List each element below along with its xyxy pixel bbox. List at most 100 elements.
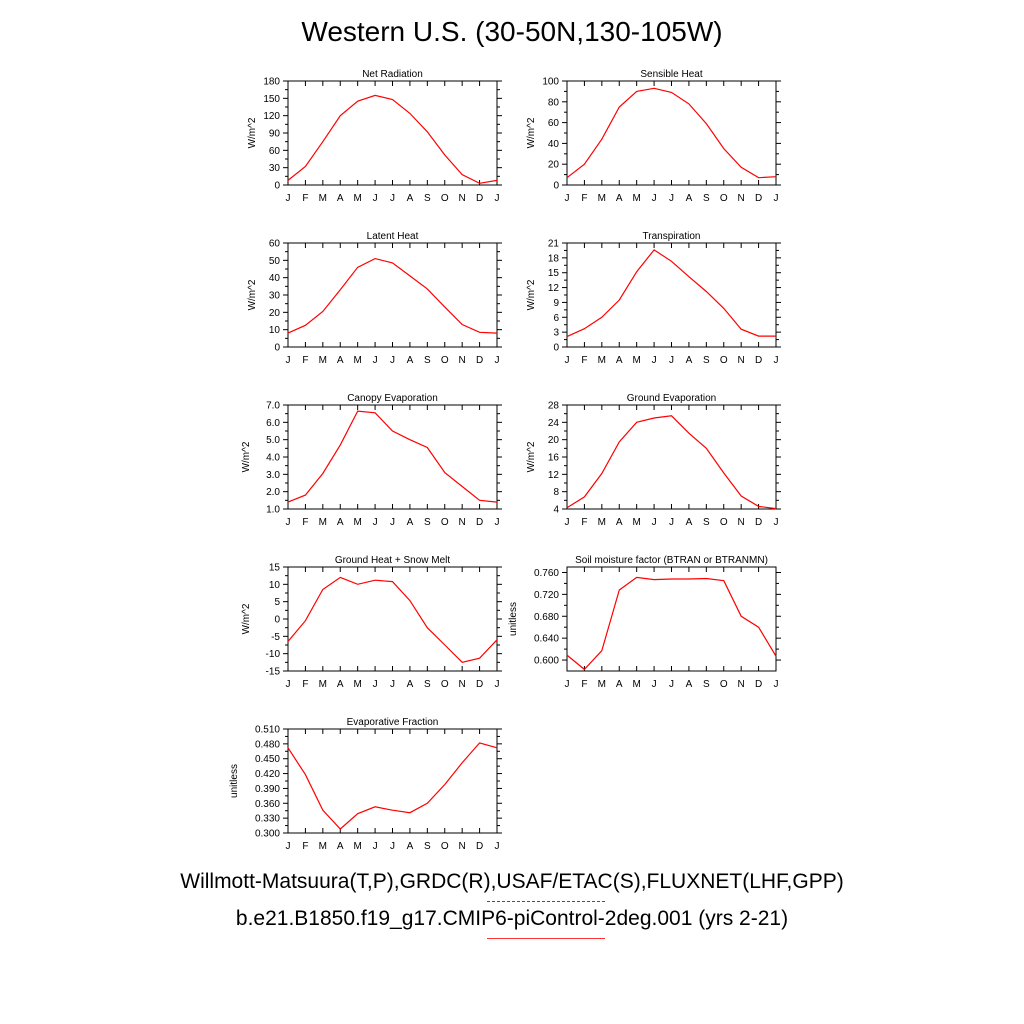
y-tick-label: 3 <box>553 328 559 339</box>
x-tick-label: J <box>669 679 674 690</box>
x-tick-label: S <box>424 679 431 690</box>
x-tick-label: A <box>337 193 344 204</box>
y-tick-label: 3.0 <box>266 470 280 481</box>
x-tick-label: O <box>441 193 449 204</box>
panel-title: Sensible Heat <box>640 69 702 80</box>
series-line <box>287 257 498 334</box>
y-tick-label: -10 <box>266 649 281 660</box>
x-tick-label: J <box>669 517 674 528</box>
x-tick-label: N <box>738 355 745 366</box>
x-tick-label: M <box>353 517 361 528</box>
x-tick-label: M <box>353 679 361 690</box>
x-tick-label: A <box>337 841 344 852</box>
x-tick-label: D <box>476 193 483 204</box>
y-tick-label: 0.300 <box>255 829 280 840</box>
x-tick-label: M <box>319 193 327 204</box>
x-tick-label: D <box>755 355 762 366</box>
y-tick-label: 0.680 <box>534 612 559 623</box>
y-tick-label: 15 <box>269 563 281 574</box>
x-tick-label: A <box>686 355 693 366</box>
x-tick-label: S <box>424 193 431 204</box>
x-tick-label: J <box>669 193 674 204</box>
y-tick-label: 8 <box>553 487 559 498</box>
x-tick-label: J <box>390 841 395 852</box>
y-tick-label: 4.0 <box>266 453 280 464</box>
x-tick-label: O <box>441 355 449 366</box>
y-tick-label: 90 <box>269 129 281 140</box>
x-tick-label: F <box>302 517 308 528</box>
plot-frame <box>287 566 498 672</box>
x-tick-label: F <box>581 517 587 528</box>
x-tick-label: J <box>774 517 779 528</box>
x-tick-label: M <box>632 355 640 366</box>
x-tick-label: J <box>774 355 779 366</box>
panel-title: Ground Evaporation <box>627 393 717 404</box>
y-tick-label: 30 <box>269 163 281 174</box>
y-tick-label: 12 <box>548 283 560 294</box>
x-tick-label: M <box>319 355 327 366</box>
x-tick-label: F <box>302 193 308 204</box>
y-tick-label: 0.510 <box>255 725 280 736</box>
y-tick-label: 2.0 <box>266 487 280 498</box>
x-tick-label: F <box>302 679 308 690</box>
y-tick-label: 40 <box>269 273 281 284</box>
x-tick-label: J <box>286 193 291 204</box>
y-tick-label: 10 <box>269 580 281 591</box>
x-tick-label: J <box>373 841 378 852</box>
x-tick-label: D <box>476 355 483 366</box>
y-tick-label: 150 <box>263 94 280 105</box>
y-tick-label: 12 <box>548 470 560 481</box>
x-tick-label: J <box>774 193 779 204</box>
panel-title: Net Radiation <box>362 69 423 80</box>
x-tick-label: M <box>319 517 327 528</box>
series-line <box>287 742 498 830</box>
x-tick-label: M <box>598 355 606 366</box>
x-tick-label: J <box>495 193 500 204</box>
y-tick-label: 0 <box>274 181 280 192</box>
x-tick-label: N <box>459 841 466 852</box>
y-tick-label: 5 <box>274 597 280 608</box>
y-axis-label: W/m^2 <box>247 279 258 310</box>
x-tick-label: J <box>495 841 500 852</box>
x-tick-label: J <box>390 193 395 204</box>
x-tick-label: J <box>286 517 291 528</box>
y-tick-label: 20 <box>548 435 560 446</box>
x-tick-label: O <box>720 355 728 366</box>
x-tick-label: M <box>353 841 361 852</box>
y-tick-label: 15 <box>548 268 560 279</box>
y-tick-label: 4 <box>553 505 559 516</box>
x-tick-label: N <box>459 517 466 528</box>
panel-title: Latent Heat <box>367 231 419 242</box>
y-tick-label: 1.0 <box>266 505 280 516</box>
plot-frame <box>566 242 777 348</box>
y-tick-label: 40 <box>548 139 560 150</box>
x-tick-label: D <box>476 841 483 852</box>
y-axis-label: W/m^2 <box>526 441 537 472</box>
y-tick-label: -5 <box>271 632 280 643</box>
y-tick-label: 0 <box>274 615 280 626</box>
series-line <box>287 410 498 503</box>
y-tick-label: 6.0 <box>266 418 280 429</box>
y-tick-label: 10 <box>269 325 281 336</box>
x-tick-label: J <box>373 679 378 690</box>
x-tick-label: D <box>755 517 762 528</box>
x-tick-label: N <box>738 679 745 690</box>
x-tick-label: O <box>720 517 728 528</box>
x-tick-label: S <box>703 193 710 204</box>
y-tick-label: 80 <box>548 97 560 108</box>
y-axis-label: W/m^2 <box>241 441 252 472</box>
y-tick-label: 7.0 <box>266 401 280 412</box>
x-tick-label: S <box>703 679 710 690</box>
y-tick-label: -15 <box>266 667 281 678</box>
series-line <box>566 87 777 179</box>
x-tick-label: A <box>407 517 414 528</box>
x-tick-label: F <box>302 355 308 366</box>
x-tick-label: J <box>669 355 674 366</box>
y-axis-label: unitless <box>229 764 240 798</box>
x-tick-label: J <box>565 679 570 690</box>
